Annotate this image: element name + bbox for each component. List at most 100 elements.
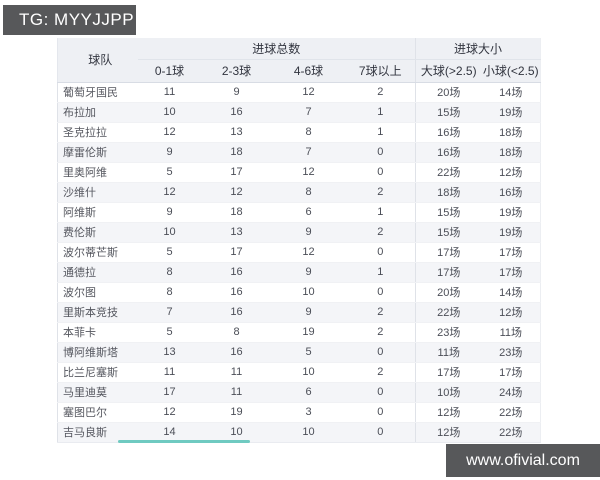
value-cell: 17: [201, 242, 272, 263]
team-name-cell: 摩雷伦斯: [57, 142, 138, 163]
table-row: 葡萄牙国民 11 9 12 2 20场 14场: [57, 82, 541, 103]
team-name-cell: 本菲卡: [57, 322, 138, 343]
column-header-goals-7plus: 7球以上: [345, 59, 416, 83]
value-cell: 9: [271, 302, 346, 323]
value-cell: 9: [271, 222, 346, 243]
value-cell: 12: [201, 182, 272, 203]
value-cell: 2: [345, 362, 416, 383]
column-header-under-2-5: 小球(<2.5): [481, 59, 541, 83]
table-row: 通德拉 8 16 9 1 17场 17场: [57, 262, 541, 283]
table-row: 波尔蒂芒斯 5 17 12 0 17场 17场: [57, 242, 541, 263]
column-header-goals-0-1: 0-1球: [137, 59, 202, 83]
value-cell: 15场: [415, 102, 482, 123]
value-cell: 18场: [415, 182, 482, 203]
column-header-goals-4-6: 4-6球: [271, 59, 346, 83]
value-cell: 16: [201, 102, 272, 123]
value-cell: 22场: [415, 302, 482, 323]
column-header-goals-2-3: 2-3球: [201, 59, 272, 83]
value-cell: 23场: [481, 342, 541, 363]
value-cell: 2: [345, 322, 416, 343]
value-cell: 12: [137, 182, 202, 203]
value-cell: 11场: [415, 342, 482, 363]
team-name-cell: 里奥阿维: [57, 162, 138, 183]
value-cell: 20场: [415, 282, 482, 303]
value-cell: 14场: [481, 282, 541, 303]
value-cell: 0: [345, 382, 416, 403]
table-row: 马里迪莫 17 11 6 0 10场 24场: [57, 382, 541, 403]
value-cell: 12: [137, 402, 202, 423]
value-cell: 5: [137, 162, 202, 183]
horizontal-scrollbar-thumb[interactable]: [118, 440, 250, 443]
team-name-cell: 比兰尼塞斯: [57, 362, 138, 383]
value-cell: 16: [201, 282, 272, 303]
value-cell: 13: [137, 342, 202, 363]
value-cell: 19: [271, 322, 346, 343]
team-name-cell: 葡萄牙国民: [57, 82, 138, 103]
column-group-goals-size: 进球大小: [415, 38, 541, 60]
value-cell: 10: [137, 102, 202, 123]
value-cell: 11: [137, 362, 202, 383]
tg-badge: TG: MYYJJPP: [3, 5, 136, 35]
table-row: 沙维什 12 12 8 2 18场 16场: [57, 182, 541, 203]
value-cell: 16场: [415, 122, 482, 143]
value-cell: 19: [201, 402, 272, 423]
value-cell: 5: [137, 322, 202, 343]
table-row: 费伦斯 10 13 9 2 15场 19场: [57, 222, 541, 243]
value-cell: 1: [345, 202, 416, 223]
team-name-cell: 吉马良斯: [57, 422, 138, 443]
value-cell: 10: [137, 222, 202, 243]
value-cell: 24场: [481, 382, 541, 403]
value-cell: 16: [201, 302, 272, 323]
value-cell: 11: [137, 82, 202, 103]
value-cell: 8: [137, 282, 202, 303]
value-cell: 10: [271, 422, 346, 443]
column-header-team: 球队: [57, 38, 138, 83]
value-cell: 2: [345, 182, 416, 203]
value-cell: 12场: [481, 302, 541, 323]
value-cell: 12场: [415, 422, 482, 443]
table-row: 波尔图 8 16 10 0 20场 14场: [57, 282, 541, 303]
value-cell: 11: [201, 382, 272, 403]
column-header-over-2-5: 大球(>2.5): [415, 59, 482, 83]
tg-badge-label: TG: MYYJJPP: [19, 10, 135, 29]
table-row: 里斯本竞技 7 16 9 2 22场 12场: [57, 302, 541, 323]
value-cell: 5: [271, 342, 346, 363]
value-cell: 14: [137, 422, 202, 443]
table-row: 里奥阿维 5 17 12 0 22场 12场: [57, 162, 541, 183]
value-cell: 8: [271, 122, 346, 143]
value-cell: 13: [201, 122, 272, 143]
value-cell: 0: [345, 142, 416, 163]
value-cell: 10: [201, 422, 272, 443]
value-cell: 8: [137, 262, 202, 283]
value-cell: 2: [345, 222, 416, 243]
team-name-cell: 通德拉: [57, 262, 138, 283]
table-header-sub-row: 0-1球 2-3球 4-6球 7球以上 大球(>2.5) 小球(<2.5): [58, 59, 541, 83]
value-cell: 9: [137, 202, 202, 223]
team-name-cell: 布拉加: [57, 102, 138, 123]
watermark-label: www.ofivial.com: [466, 452, 580, 469]
value-cell: 1: [345, 102, 416, 123]
value-cell: 8: [271, 182, 346, 203]
watermark: www.ofivial.com: [446, 444, 600, 477]
value-cell: 10: [271, 282, 346, 303]
value-cell: 12: [137, 122, 202, 143]
value-cell: 18场: [481, 142, 541, 163]
value-cell: 6: [271, 202, 346, 223]
team-name-cell: 波尔图: [57, 282, 138, 303]
value-cell: 2: [345, 82, 416, 103]
table-row: 阿维斯 9 18 6 1 15场 19场: [57, 202, 541, 223]
value-cell: 17场: [415, 362, 482, 383]
value-cell: 0: [345, 402, 416, 423]
value-cell: 11场: [481, 322, 541, 343]
team-name-cell: 里斯本竞技: [57, 302, 138, 323]
team-name-cell: 圣克拉拉: [57, 122, 138, 143]
value-cell: 17场: [415, 242, 482, 263]
value-cell: 5: [137, 242, 202, 263]
team-name-cell: 沙维什: [57, 182, 138, 203]
value-cell: 0: [345, 282, 416, 303]
value-cell: 10: [271, 362, 346, 383]
value-cell: 19场: [481, 222, 541, 243]
value-cell: 17: [137, 382, 202, 403]
value-cell: 13: [201, 222, 272, 243]
value-cell: 22场: [415, 162, 482, 183]
